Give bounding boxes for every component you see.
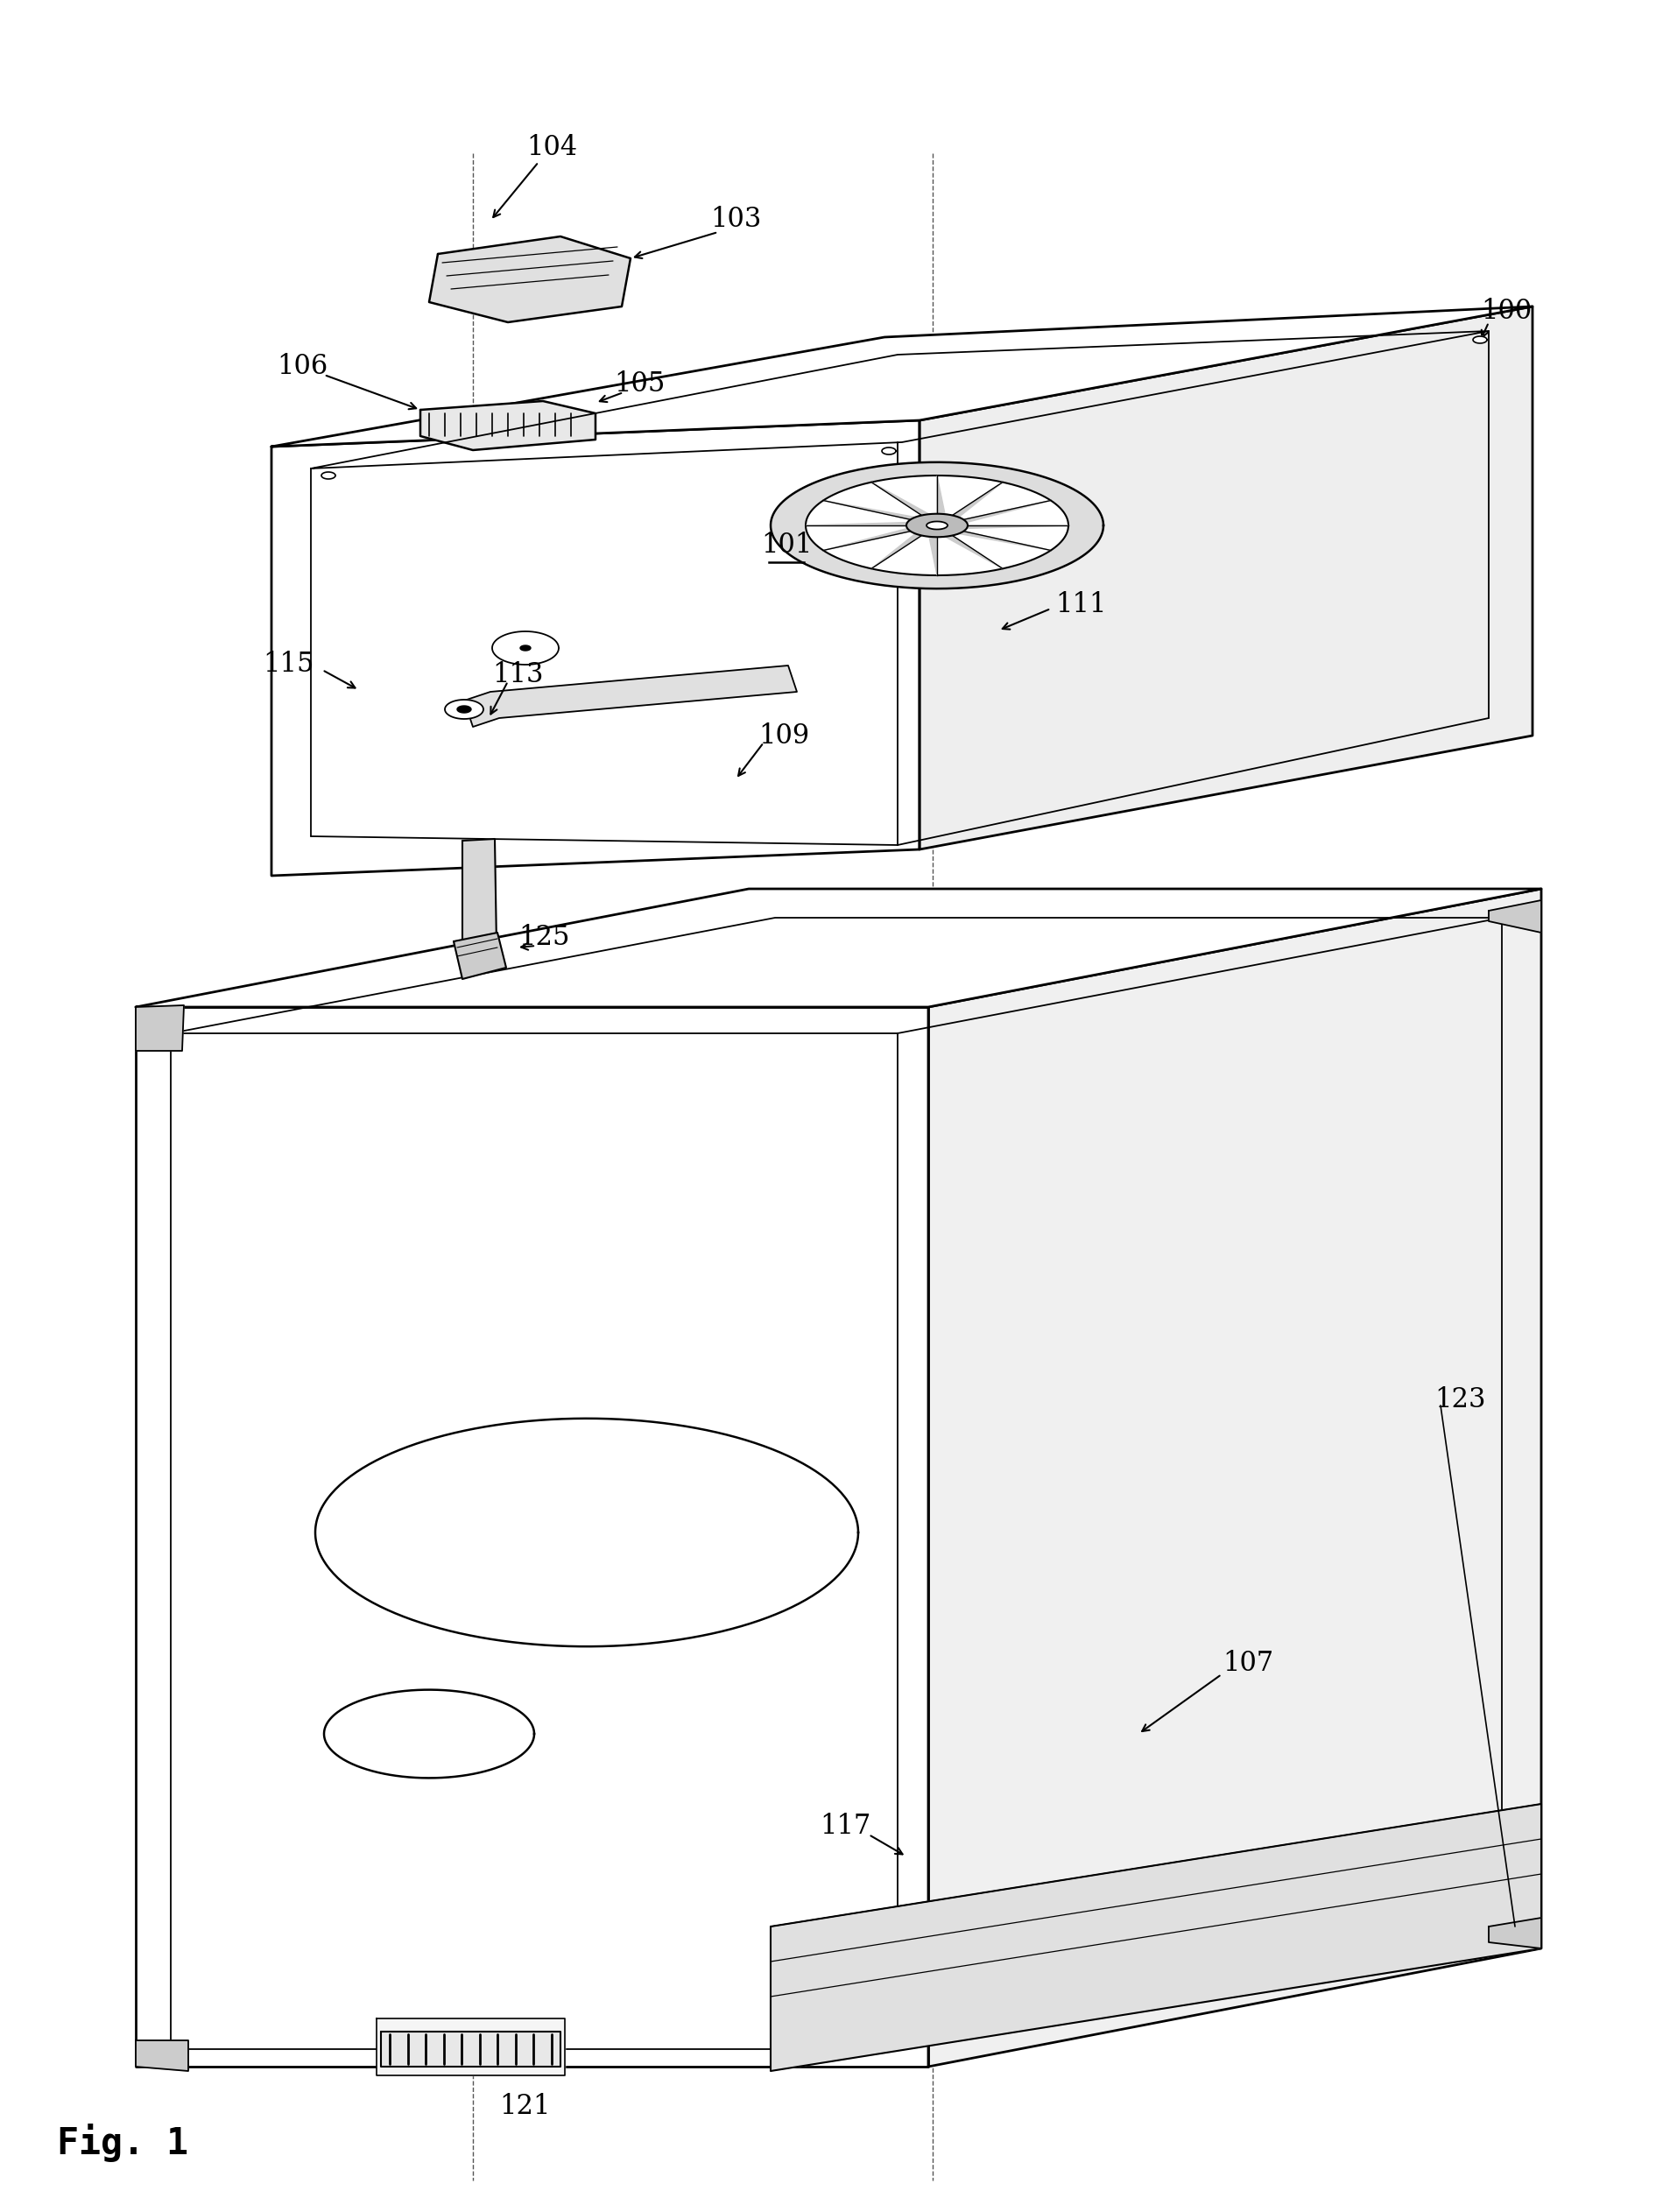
Text: 104: 104 <box>526 133 576 161</box>
Polygon shape <box>905 513 967 538</box>
Text: 113: 113 <box>493 661 544 688</box>
Polygon shape <box>464 666 797 728</box>
Text: 111: 111 <box>1055 591 1107 617</box>
Polygon shape <box>823 500 915 520</box>
Polygon shape <box>429 237 630 323</box>
Polygon shape <box>463 838 496 956</box>
Polygon shape <box>135 889 1540 1006</box>
Text: 107: 107 <box>1222 1650 1273 1677</box>
Polygon shape <box>271 307 1531 447</box>
Polygon shape <box>823 529 910 551</box>
Polygon shape <box>376 2020 564 2075</box>
Polygon shape <box>519 646 531 650</box>
Polygon shape <box>1488 1918 1540 1949</box>
Polygon shape <box>1473 336 1486 343</box>
Text: 125: 125 <box>519 922 569 951</box>
Polygon shape <box>444 699 483 719</box>
Polygon shape <box>805 476 1067 575</box>
Text: 105: 105 <box>613 369 665 398</box>
Polygon shape <box>453 933 506 980</box>
Text: 123: 123 <box>1435 1385 1486 1413</box>
Text: 103: 103 <box>710 206 762 232</box>
Polygon shape <box>937 476 945 513</box>
Text: Fig. 1: Fig. 1 <box>57 2124 189 2161</box>
Polygon shape <box>805 522 907 526</box>
Text: 115: 115 <box>264 650 314 677</box>
Polygon shape <box>945 535 1002 568</box>
Polygon shape <box>882 447 895 453</box>
Text: 117: 117 <box>818 1812 870 1840</box>
Polygon shape <box>927 522 947 529</box>
Polygon shape <box>967 526 1067 529</box>
Text: 121: 121 <box>499 2093 551 2119</box>
Polygon shape <box>381 2031 559 2066</box>
Text: 101: 101 <box>760 531 812 557</box>
Polygon shape <box>458 706 471 712</box>
Polygon shape <box>135 1004 184 1051</box>
Polygon shape <box>135 1006 929 2066</box>
Polygon shape <box>493 630 558 664</box>
Text: 100: 100 <box>1480 296 1531 325</box>
Text: 106: 106 <box>277 352 327 380</box>
Polygon shape <box>964 500 1050 522</box>
Polygon shape <box>770 462 1102 588</box>
Polygon shape <box>1488 900 1540 933</box>
Polygon shape <box>421 400 595 449</box>
Polygon shape <box>321 471 336 480</box>
Polygon shape <box>770 1805 1540 2070</box>
Polygon shape <box>919 307 1531 849</box>
Polygon shape <box>870 533 922 568</box>
Polygon shape <box>271 420 919 876</box>
Polygon shape <box>952 482 1002 518</box>
Polygon shape <box>929 538 937 575</box>
Polygon shape <box>135 2039 189 2070</box>
Polygon shape <box>870 482 929 515</box>
Polygon shape <box>929 889 1540 2066</box>
Text: 109: 109 <box>758 721 808 750</box>
Polygon shape <box>959 531 1050 551</box>
